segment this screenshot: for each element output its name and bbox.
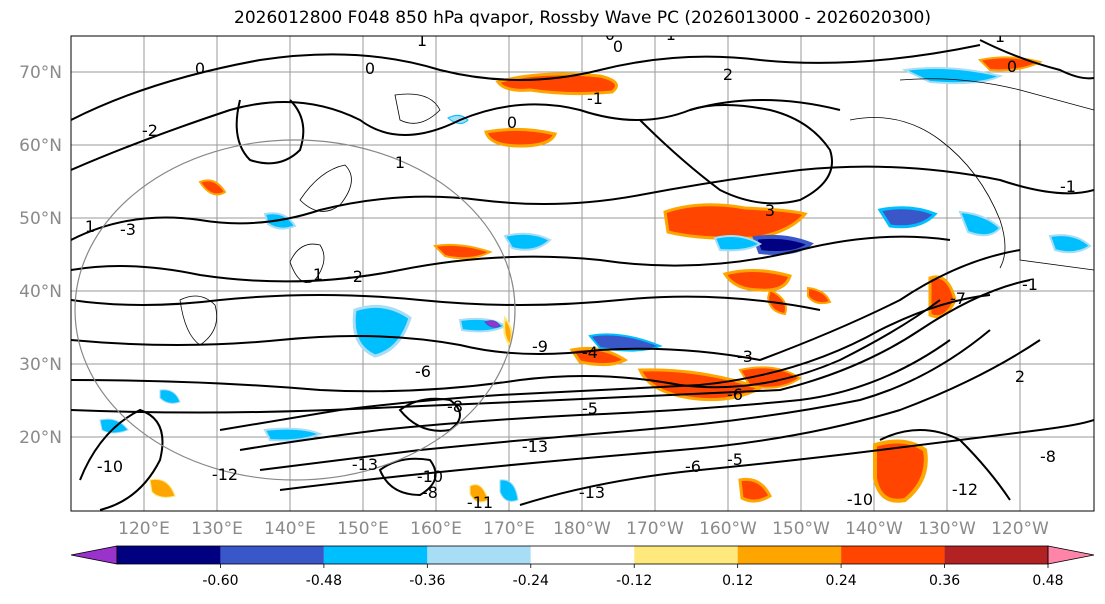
contour-label: -8 [1040, 447, 1056, 466]
contour-label: 1 [85, 217, 95, 236]
map-title: 2026012800 F048 850 hPa qvapor, Rossby W… [234, 8, 931, 28]
lon-label: 160°W [699, 519, 757, 539]
colorbar-segment [841, 546, 945, 564]
contour-label: 0 [507, 113, 517, 132]
contour-lines [71, 39, 1094, 511]
contour-label: 0 [365, 59, 375, 78]
lon-label: 130°E [191, 519, 243, 539]
colorbar-tick-label: -0.12 [616, 573, 652, 589]
contour-label: -3 [120, 220, 136, 239]
colorbar-tick-label: -0.24 [513, 573, 549, 589]
map-frame [70, 35, 1095, 512]
longitude-labels: 120°E 130°E 140°E 150°E 160°E 170°E 180°W 170°W… [118, 519, 1049, 539]
colorbar-segment [117, 546, 221, 564]
colorbar-tick-label: 0.24 [826, 573, 857, 589]
contour-label: -1 [1060, 177, 1076, 196]
contour-label: 0 [613, 37, 623, 56]
lon-label: 140°E [264, 519, 316, 539]
lon-label: 170°W [626, 519, 684, 539]
contour-label: -5 [727, 450, 743, 469]
contour-label: 0 [195, 59, 205, 78]
contour-label: 1 [995, 27, 1005, 46]
contour-label: -10 [417, 467, 443, 486]
colorbar-tick-label: -0.36 [409, 573, 445, 589]
colorbar-extend-right [1047, 545, 1095, 565]
colorbar-extend-left [70, 545, 118, 565]
colorbar-tick-label: -0.48 [306, 573, 342, 589]
highlight-circle [74, 139, 516, 481]
colorbar-tick-label: -0.60 [202, 573, 238, 589]
contour-label: -9 [532, 337, 548, 356]
contour-label: 1 [417, 31, 427, 50]
lat-label: 30°N [19, 355, 62, 375]
contour-label: -12 [212, 465, 238, 484]
lon-label: 140°W [845, 519, 903, 539]
colorbar: -0.60 -0.48 -0.36 -0.24 -0.12 0.12 0.24 0.36 0.4… [70, 545, 1095, 589]
contour-label: -10 [847, 490, 873, 509]
contour-label: -2 [347, 267, 363, 286]
lon-label: 160°E [410, 519, 462, 539]
colorbar-segment [944, 546, 1048, 564]
lon-label: 130°W [918, 519, 976, 539]
colorbar-segment [323, 546, 428, 564]
contour-label: -13 [579, 483, 605, 502]
contour-label: 2 [723, 65, 733, 84]
contour-label: -6 [415, 362, 431, 381]
contour-label: -7 [950, 289, 966, 308]
colorbar-tick-label: 0.12 [722, 573, 753, 589]
contour-label: -1 [1022, 275, 1038, 294]
contour-label: 2 [1015, 367, 1025, 386]
coastlines [179, 78, 1094, 346]
contour-label: -4 [582, 343, 598, 362]
colorbar-segment [737, 546, 842, 564]
contour-label: -13 [522, 437, 548, 456]
contour-label: -8 [422, 483, 438, 502]
lon-label: 170°E [483, 519, 535, 539]
contour-label: 0 [1007, 57, 1017, 76]
contour-label: -5 [582, 399, 598, 418]
lat-label: 50°N [19, 209, 62, 229]
contour-label: -1 [587, 89, 603, 108]
contour-label: -10 [97, 457, 123, 476]
lon-label: 180°W [553, 519, 611, 539]
colorbar-segment [220, 546, 324, 564]
lon-label: 150°E [337, 519, 389, 539]
contour-label: -13 [352, 455, 378, 474]
lon-label: 120°E [118, 519, 170, 539]
latitude-labels: 70°N 60°N 50°N 40°N 30°N 20°N [19, 63, 62, 448]
lat-label: 60°N [19, 136, 62, 156]
contour-label: 3 [765, 201, 775, 220]
contour-label: -6 [685, 457, 701, 476]
colorbar-frame [116, 545, 1049, 565]
contour-label: -3 [737, 347, 753, 366]
lon-label: 120°W [991, 519, 1049, 539]
colorbar-tick-label: 0.36 [929, 573, 960, 589]
lat-label: 20°N [19, 428, 62, 448]
contour-label: -1 [660, 25, 676, 44]
contour-label: -2 [142, 121, 158, 140]
contour-label: -6 [727, 385, 743, 404]
contour-label: 0 [605, 25, 615, 44]
contour-label: -12 [952, 480, 978, 499]
colorbar-tick-label: 0.48 [1032, 573, 1063, 589]
contour-label: 1 [313, 265, 323, 284]
colorbar-segment [530, 546, 635, 564]
contour-label: 1 [395, 153, 405, 172]
contour-label: -11 [467, 493, 493, 512]
lat-label: 40°N [19, 282, 62, 302]
colorbar-segment [427, 546, 531, 564]
lat-label: 70°N [19, 63, 62, 83]
lon-label: 150°W [772, 519, 830, 539]
colorbar-segment [634, 546, 738, 564]
contour-label: -8 [447, 397, 463, 416]
